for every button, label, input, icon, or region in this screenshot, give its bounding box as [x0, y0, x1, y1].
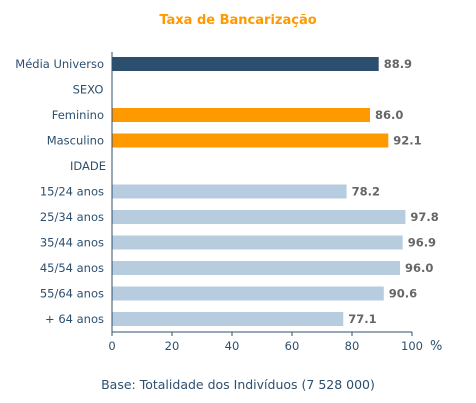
bar — [112, 57, 379, 71]
category-label: 45/54 anos — [40, 261, 104, 275]
chart-title: Taxa de Bancarização — [159, 13, 316, 28]
category-label: Feminino — [52, 108, 104, 122]
group-header-label: SEXO — [73, 83, 104, 97]
bar — [112, 108, 370, 122]
data-label: 77.1 — [348, 312, 376, 326]
x-tick-label: 100 — [401, 339, 423, 353]
category-label: 15/24 anos — [40, 185, 104, 199]
bar — [112, 261, 400, 275]
data-label: 96.9 — [408, 236, 436, 250]
bar — [112, 133, 389, 148]
axis-unit-label: % — [430, 339, 442, 354]
chart-footnote: Base: Totalidade dos Indivíduos (7 528 0… — [101, 377, 375, 392]
category-label: 55/64 anos — [40, 287, 104, 301]
category-label: + 64 anos — [45, 312, 104, 326]
bar — [112, 286, 384, 301]
x-tick-label: 80 — [345, 339, 360, 353]
x-tick-label: 40 — [225, 339, 240, 353]
bar-rows: Média Universo 88.9 SEXO Feminino 86.0 Mascul… — [15, 57, 439, 326]
data-label: 90.6 — [389, 287, 417, 301]
category-label: Média Universo — [15, 57, 104, 71]
category-label: Masculino — [47, 134, 104, 148]
x-tick-label: 60 — [285, 339, 300, 353]
category-label: 25/34 anos — [40, 210, 104, 224]
data-label: 78.2 — [352, 185, 380, 199]
category-label: 35/44 anos — [40, 236, 104, 250]
x-axis: 0 20 40 60 80 100 — [108, 52, 423, 353]
data-label: 92.1 — [393, 134, 421, 148]
bar — [112, 184, 347, 199]
data-label: 86.0 — [375, 108, 403, 122]
data-label: 88.9 — [384, 57, 412, 71]
bar — [112, 235, 403, 250]
x-tick-label: 20 — [165, 339, 180, 353]
bar — [112, 210, 406, 224]
data-label: 96.0 — [405, 261, 433, 275]
bar — [112, 312, 344, 326]
group-header-label: IDADE — [70, 159, 106, 173]
x-tick-label: 0 — [108, 339, 115, 353]
data-label: 97.8 — [410, 210, 438, 224]
